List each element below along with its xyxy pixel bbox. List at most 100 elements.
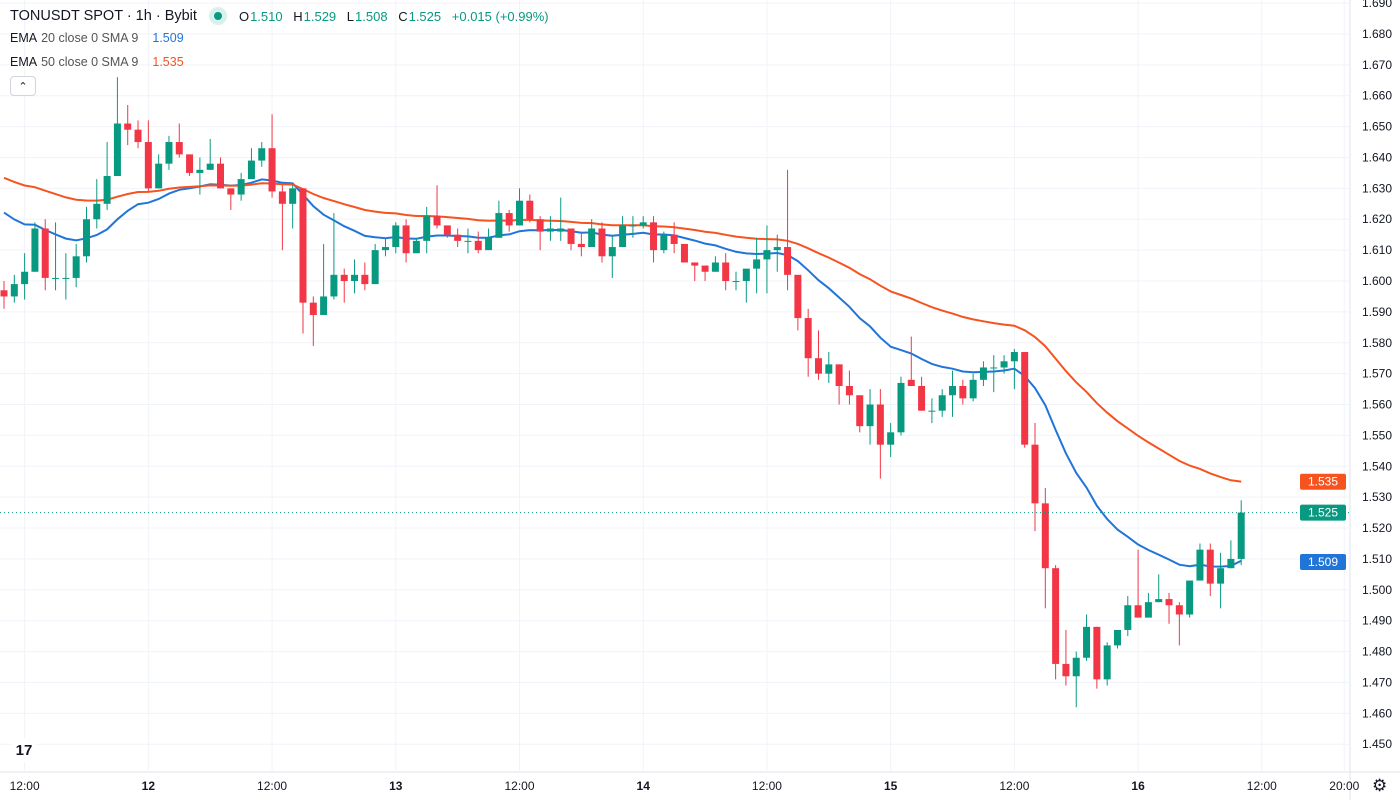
candle-body (814, 358, 822, 374)
candle (526, 194, 534, 223)
candle-body (1062, 663, 1070, 677)
candle (856, 395, 864, 433)
candle-body (928, 410, 936, 412)
price-tick-label: 1.610 (1362, 243, 1392, 257)
candle (268, 114, 276, 198)
candle (1155, 574, 1163, 603)
price-axis (1350, 0, 1400, 800)
candle-body (402, 225, 410, 254)
candle-body (577, 243, 585, 248)
candle (619, 216, 627, 248)
candle-body (278, 191, 286, 204)
price-tick-label: 1.570 (1362, 367, 1392, 381)
candle (1052, 565, 1060, 680)
candle-body (835, 364, 843, 386)
candle (412, 237, 420, 254)
candle-body (1031, 444, 1039, 504)
candle (351, 259, 359, 294)
candle-body (660, 234, 668, 251)
candle-body (1124, 605, 1132, 630)
candle (670, 222, 678, 254)
candle-body (21, 271, 29, 285)
candle (82, 206, 90, 263)
candle-body (856, 395, 864, 427)
candle (1010, 348, 1018, 390)
candle (763, 225, 771, 294)
price-tick-label: 1.460 (1362, 706, 1392, 720)
price-tick-label: 1.480 (1362, 645, 1392, 659)
high-label: H (293, 8, 303, 24)
candle-body (72, 256, 80, 278)
candle (835, 364, 843, 405)
candle-body (1165, 599, 1173, 606)
candle-body (1175, 605, 1183, 615)
candle (639, 216, 647, 229)
candle-body (495, 213, 503, 238)
candle (464, 228, 472, 254)
candle-body (165, 142, 173, 164)
candle-body (1227, 558, 1235, 569)
candle (1206, 543, 1214, 596)
candle-body (103, 176, 111, 204)
candle (567, 228, 575, 251)
candle (691, 262, 699, 282)
candle-body (320, 296, 328, 315)
price-tick-label: 1.500 (1362, 583, 1392, 597)
candle (876, 389, 884, 479)
candle (1031, 423, 1039, 532)
candle (196, 157, 204, 195)
price-tick-label: 1.470 (1362, 675, 1392, 689)
candle (1175, 602, 1183, 646)
candle (794, 274, 802, 331)
candle-body (31, 228, 39, 272)
low-label: L (346, 8, 355, 24)
indicator-ema20[interactable]: EMA 20 close 0 SMA 9 1.509 (10, 26, 556, 50)
candle (969, 373, 977, 402)
candle (227, 188, 235, 210)
candle-body (711, 262, 719, 272)
candle-body (784, 247, 792, 275)
candle (1083, 614, 1091, 661)
candle (1093, 626, 1101, 689)
candle (557, 197, 565, 241)
gear-icon[interactable]: ⚙ (1372, 776, 1388, 795)
candle (62, 253, 70, 300)
candle-body (41, 228, 49, 278)
candle-body (1134, 605, 1142, 618)
candle (608, 234, 616, 278)
candle (536, 216, 544, 251)
candle-body (268, 148, 276, 192)
candle (814, 330, 822, 380)
price-tick-label: 1.670 (1362, 58, 1392, 72)
candle-body (258, 148, 266, 161)
candle-body (155, 163, 163, 189)
candle (155, 154, 163, 189)
candle (237, 172, 245, 201)
candle (443, 225, 451, 238)
candle-body (732, 281, 740, 283)
candle (217, 157, 225, 189)
candle (742, 268, 750, 303)
candle-body (701, 265, 709, 272)
price-tick-label: 1.560 (1362, 398, 1392, 412)
candle-body (516, 200, 523, 226)
candle-body (1103, 645, 1111, 680)
candle (392, 222, 400, 254)
candle (887, 423, 895, 458)
candle-body (381, 247, 389, 251)
tradingview-logo[interactable]: 17 (10, 738, 38, 762)
indicator-ema50[interactable]: EMA 50 close 0 SMA 9 1.535 (10, 50, 556, 74)
symbol-title[interactable]: TONUSDT SPOT · 1h · Bybit (10, 8, 197, 24)
open-label: O (238, 8, 250, 24)
price-label-text: 1.509 (1308, 555, 1338, 569)
candle-body (10, 284, 18, 297)
collapse-legend-button[interactable]: ⌃ (10, 76, 36, 96)
candle (598, 222, 606, 263)
candle (144, 120, 152, 192)
price-tick-label: 1.690 (1362, 0, 1392, 10)
candle-body (918, 386, 926, 411)
candle-body (0, 290, 8, 297)
candle-body (1155, 599, 1163, 603)
market-status-icon (208, 7, 227, 25)
